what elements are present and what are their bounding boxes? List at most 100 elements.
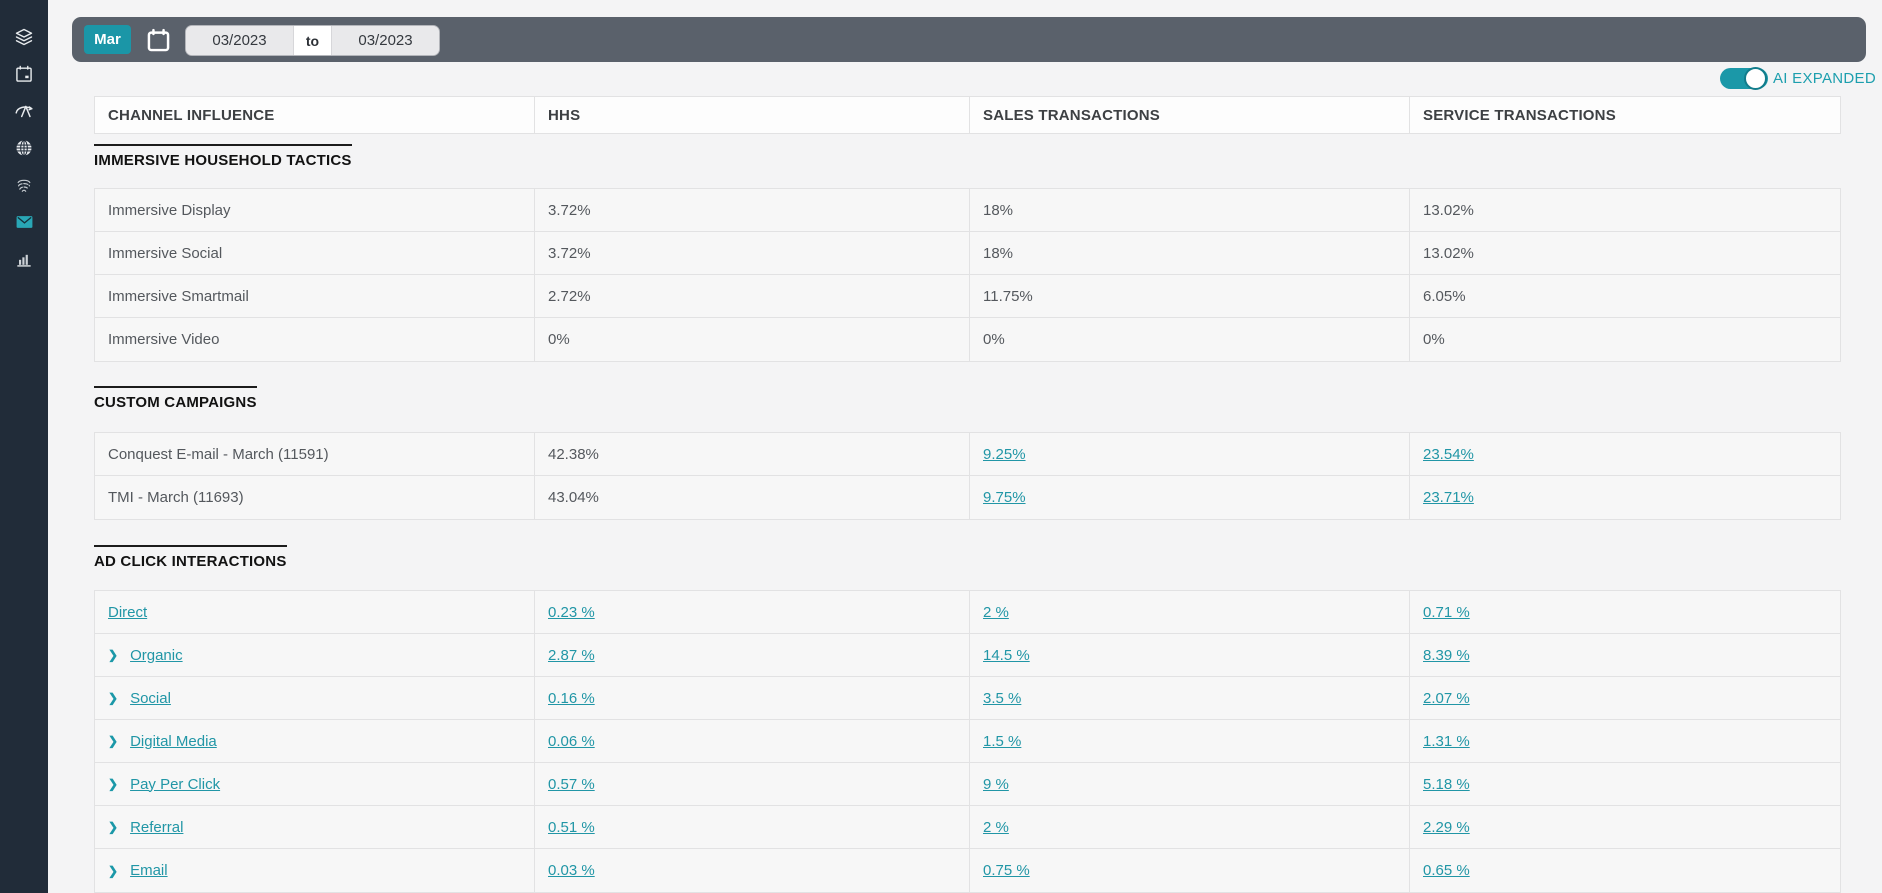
hhs-value-link[interactable]: 2.87 %	[548, 646, 595, 664]
service-value: 6.05%	[1409, 275, 1840, 317]
hhs-value-link[interactable]: 0.03 %	[548, 862, 595, 879]
campaign-box-icon	[16, 65, 32, 82]
service-value-link[interactable]: 5.18 %	[1423, 775, 1470, 793]
chevron-right-icon[interactable]: ❯	[108, 777, 119, 791]
table-row: ❯ Social 0.16 % 3.5 % 2.07 %	[95, 677, 1840, 720]
hhs-value-link[interactable]: 0.06 %	[548, 732, 595, 750]
channel-name: Immersive Video	[108, 331, 220, 348]
table-row: ❯ Organic 2.87 % 14.5 % 8.39 %	[95, 634, 1840, 677]
sales-value-link[interactable]: 2 %	[983, 603, 1009, 621]
chevron-right-icon[interactable]: ❯	[108, 863, 119, 878]
table-header-row: CHANNEL INFLUENCE HHS SALES TRANSACTIONS…	[94, 96, 1841, 134]
sales-value-link[interactable]: 14.5 %	[983, 646, 1030, 664]
sales-value: 18%	[969, 232, 1409, 274]
campaign-name: TMI - March (11693)	[108, 489, 244, 506]
ai-expanded-label: AI EXPANDED	[1772, 69, 1876, 87]
hhs-value-link[interactable]: 0.16 %	[548, 689, 595, 707]
service-value-link[interactable]: 23.54%	[1423, 445, 1474, 463]
channel-name-link[interactable]: Referral	[130, 818, 184, 836]
service-value: 13.02%	[1409, 189, 1840, 231]
date-range-to-label: to	[293, 26, 332, 55]
hhs-value-link[interactable]: 0.57 %	[548, 775, 595, 793]
fingerprint-icon	[17, 179, 31, 192]
service-value: 0%	[1409, 318, 1840, 361]
chevron-right-icon[interactable]: ❯	[108, 734, 119, 748]
table-row: ❯ Pay Per Click 0.57 % 9 % 5.18 %	[95, 763, 1840, 806]
custom-campaigns-table: Conquest E-mail - March (11591) 42.38% 9…	[94, 432, 1841, 520]
hhs-value: 3.72%	[534, 232, 969, 274]
chevron-right-icon[interactable]: ❯	[108, 648, 119, 662]
chevron-right-icon[interactable]: ❯	[108, 691, 119, 705]
channel-name-link[interactable]: Pay Per Click	[130, 775, 221, 793]
date-to-input[interactable]	[332, 26, 439, 55]
hhs-value: 42.38%	[534, 433, 969, 475]
hhs-value: 3.72%	[534, 189, 969, 231]
sidebar-item-brand[interactable]	[0, 92, 48, 129]
hhs-value-link[interactable]: 0.51 %	[548, 818, 595, 836]
channel-name-link[interactable]: Social	[130, 689, 171, 707]
column-header-service-transactions: SERVICE TRANSACTIONS	[1409, 97, 1840, 133]
table-row: Conquest E-mail - March (11591) 42.38% 9…	[95, 433, 1840, 476]
channel-name-link[interactable]: Digital Media	[130, 732, 217, 750]
service-value-link[interactable]: 0.65 %	[1423, 862, 1470, 879]
sidebar-item-email[interactable]	[0, 203, 48, 240]
hhs-value: 43.04%	[534, 476, 969, 519]
table-row: Immersive Social 3.72% 18% 13.02%	[95, 232, 1840, 275]
sidebar-item-identity[interactable]	[0, 166, 48, 203]
channel-name-link[interactable]: Email	[130, 862, 168, 879]
chevron-right-icon[interactable]: ❯	[108, 820, 119, 834]
topbar: Mar to	[72, 17, 1866, 62]
calendar-button[interactable]	[142, 24, 174, 56]
sales-value-link[interactable]: 1.5 %	[983, 732, 1022, 750]
table-row: TMI - March (11693) 43.04% 9.75% 23.71%	[95, 476, 1840, 519]
table-row: Immersive Smartmail 2.72% 11.75% 6.05%	[95, 275, 1840, 318]
service-value-link[interactable]: 8.39 %	[1423, 646, 1470, 664]
bar-chart-icon	[17, 254, 31, 267]
column-header-channel-influence: CHANNEL INFLUENCE	[108, 106, 275, 124]
sales-value-link[interactable]: 3.5 %	[983, 689, 1022, 707]
service-value-link[interactable]: 0.71 %	[1423, 603, 1470, 621]
sales-value-link[interactable]: 9.25%	[983, 445, 1026, 463]
date-range-control: to	[185, 25, 440, 56]
sales-value: 18%	[969, 189, 1409, 231]
sidebar-item-web[interactable]	[0, 129, 48, 166]
section-heading-immersive-household-tactics: IMMERSIVE HOUSEHOLD TACTICS	[94, 144, 352, 169]
sales-value: 0%	[969, 318, 1409, 361]
hhs-value-link[interactable]: 0.23 %	[548, 603, 595, 621]
table-row: Immersive Display 3.72% 18% 13.02%	[95, 189, 1840, 232]
sidebar-item-layers[interactable]	[0, 18, 48, 55]
sales-value-link[interactable]: 9.75%	[983, 489, 1026, 506]
layers-icon	[15, 28, 33, 45]
calendar-icon	[147, 28, 169, 51]
channel-name: Immersive Display	[108, 201, 231, 219]
sales-value-link[interactable]: 0.75 %	[983, 862, 1030, 879]
email-icon	[16, 215, 32, 228]
toggle-knob-icon	[1743, 66, 1767, 90]
globe-icon	[16, 139, 32, 156]
ai-expanded-toggle[interactable]	[1719, 66, 1768, 90]
month-button[interactable]: Mar	[84, 25, 131, 54]
sales-value-link[interactable]: 2 %	[983, 818, 1009, 836]
immersive-household-tactics-table: Immersive Display 3.72% 18% 13.02% Immer…	[94, 188, 1841, 362]
service-value-link[interactable]: 23.71%	[1423, 489, 1474, 506]
channel-name-link[interactable]: Direct	[108, 603, 148, 621]
sales-value-link[interactable]: 9 %	[983, 775, 1009, 793]
section-heading-ad-click-interactions: AD CLICK INTERACTIONS	[94, 545, 287, 570]
table-row: Immersive Video 0% 0% 0%	[95, 318, 1840, 361]
channel-name: Immersive Smartmail	[108, 287, 249, 305]
hhs-value: 0%	[534, 318, 969, 361]
channel-name-link[interactable]: Organic	[130, 646, 183, 664]
sidebar-item-reports[interactable]	[0, 240, 48, 277]
table-row: ❯ Email 0.03 % 0.75 % 0.65 %	[95, 849, 1840, 892]
column-header-hhs: HHS	[534, 97, 969, 133]
service-value-link[interactable]: 2.29 %	[1423, 818, 1470, 836]
table-row: ❯ Digital Media 0.06 % 1.5 % 1.31 %	[95, 720, 1840, 763]
service-value-link[interactable]: 2.07 %	[1423, 689, 1470, 707]
campaign-name: Conquest E-mail - March (11591)	[108, 445, 329, 463]
ai-expanded-row: AI EXPANDED	[1719, 66, 1876, 90]
service-value-link[interactable]: 1.31 %	[1423, 732, 1470, 750]
brand-logo-icon	[15, 105, 33, 117]
column-header-sales-transactions: SALES TRANSACTIONS	[969, 97, 1409, 133]
sidebar-item-campaigns[interactable]	[0, 55, 48, 92]
date-from-input[interactable]	[186, 26, 293, 55]
